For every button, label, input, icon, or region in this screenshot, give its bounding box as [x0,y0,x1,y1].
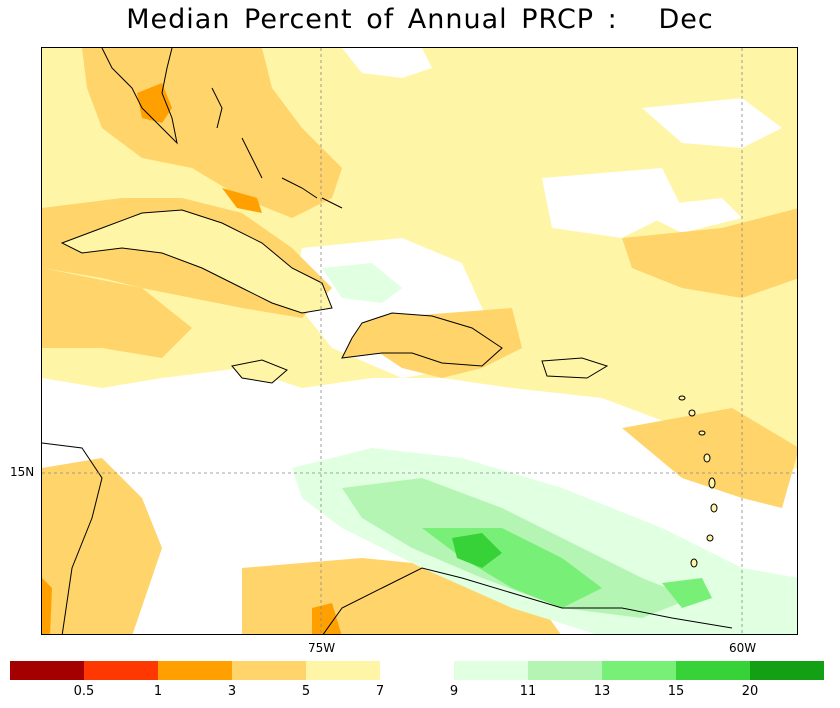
contour-orange-south-1 [312,603,342,634]
colorbar-tick-label: 13 [593,684,611,699]
colorbar-swatch [306,661,380,680]
colorbar-tick-label: 1 [153,684,163,699]
colorbar-swatch [232,661,306,680]
contour-white-north-1 [342,48,432,78]
lesser-antilles-islands [678,395,718,568]
lon-label-75w: 75W [308,641,336,655]
colorbar-swatch [10,661,84,680]
bahamas-islands [211,87,343,209]
coast-jamaica [231,359,288,384]
colorbar-tick-label: 11 [519,684,537,699]
colorbar-tick-label: 5 [301,684,311,699]
contour-light-orange-east [622,208,797,298]
colorbar-tick-label: 15 [667,684,685,699]
graticule [42,48,797,634]
colorbar-swatch [158,661,232,680]
colorbar-tick-label: 9 [449,684,459,699]
contour-light-orange-cuba-west [42,268,192,358]
lat-label-15n: 15N [10,465,35,479]
map-canvas [42,48,797,634]
colorbar-tick-label: 3 [227,684,237,699]
contour-dark-green [452,533,502,568]
colorbar-swatch [528,661,602,680]
contour-white-north-2 [642,98,782,148]
colorbar-swatch [750,661,824,680]
contour-white-north-3 [542,168,682,238]
lon-label-60w: 60W [729,641,757,655]
coast-puerto-rico [541,357,609,379]
contour-pale-green-north [322,263,402,303]
contour-orange-florida [137,83,172,123]
contour-orange-southwest [42,578,52,634]
colorbar-tick-label: 7 [375,684,385,699]
contour-green-east [662,578,712,608]
colorbar-swatch [676,661,750,680]
coast-hispaniola [341,312,503,367]
map-title: Median Percent of Annual PRCP : Dec [126,4,714,35]
colorbar-swatch [84,661,158,680]
coast-south-america [42,442,733,634]
coast-florida [101,48,178,145]
contour-orange-bahamas [222,188,262,213]
colorbar-tick-label: 20 [741,684,759,699]
coast-cuba [60,209,333,314]
colorbar-swatch [454,661,528,680]
contour-white-north-4 [632,198,742,233]
colorbar-tick-label: 0.5 [73,684,95,699]
precipitation-map [41,47,798,635]
colorbar-swatch [602,661,676,680]
contour-light-orange-southwest [42,458,162,634]
